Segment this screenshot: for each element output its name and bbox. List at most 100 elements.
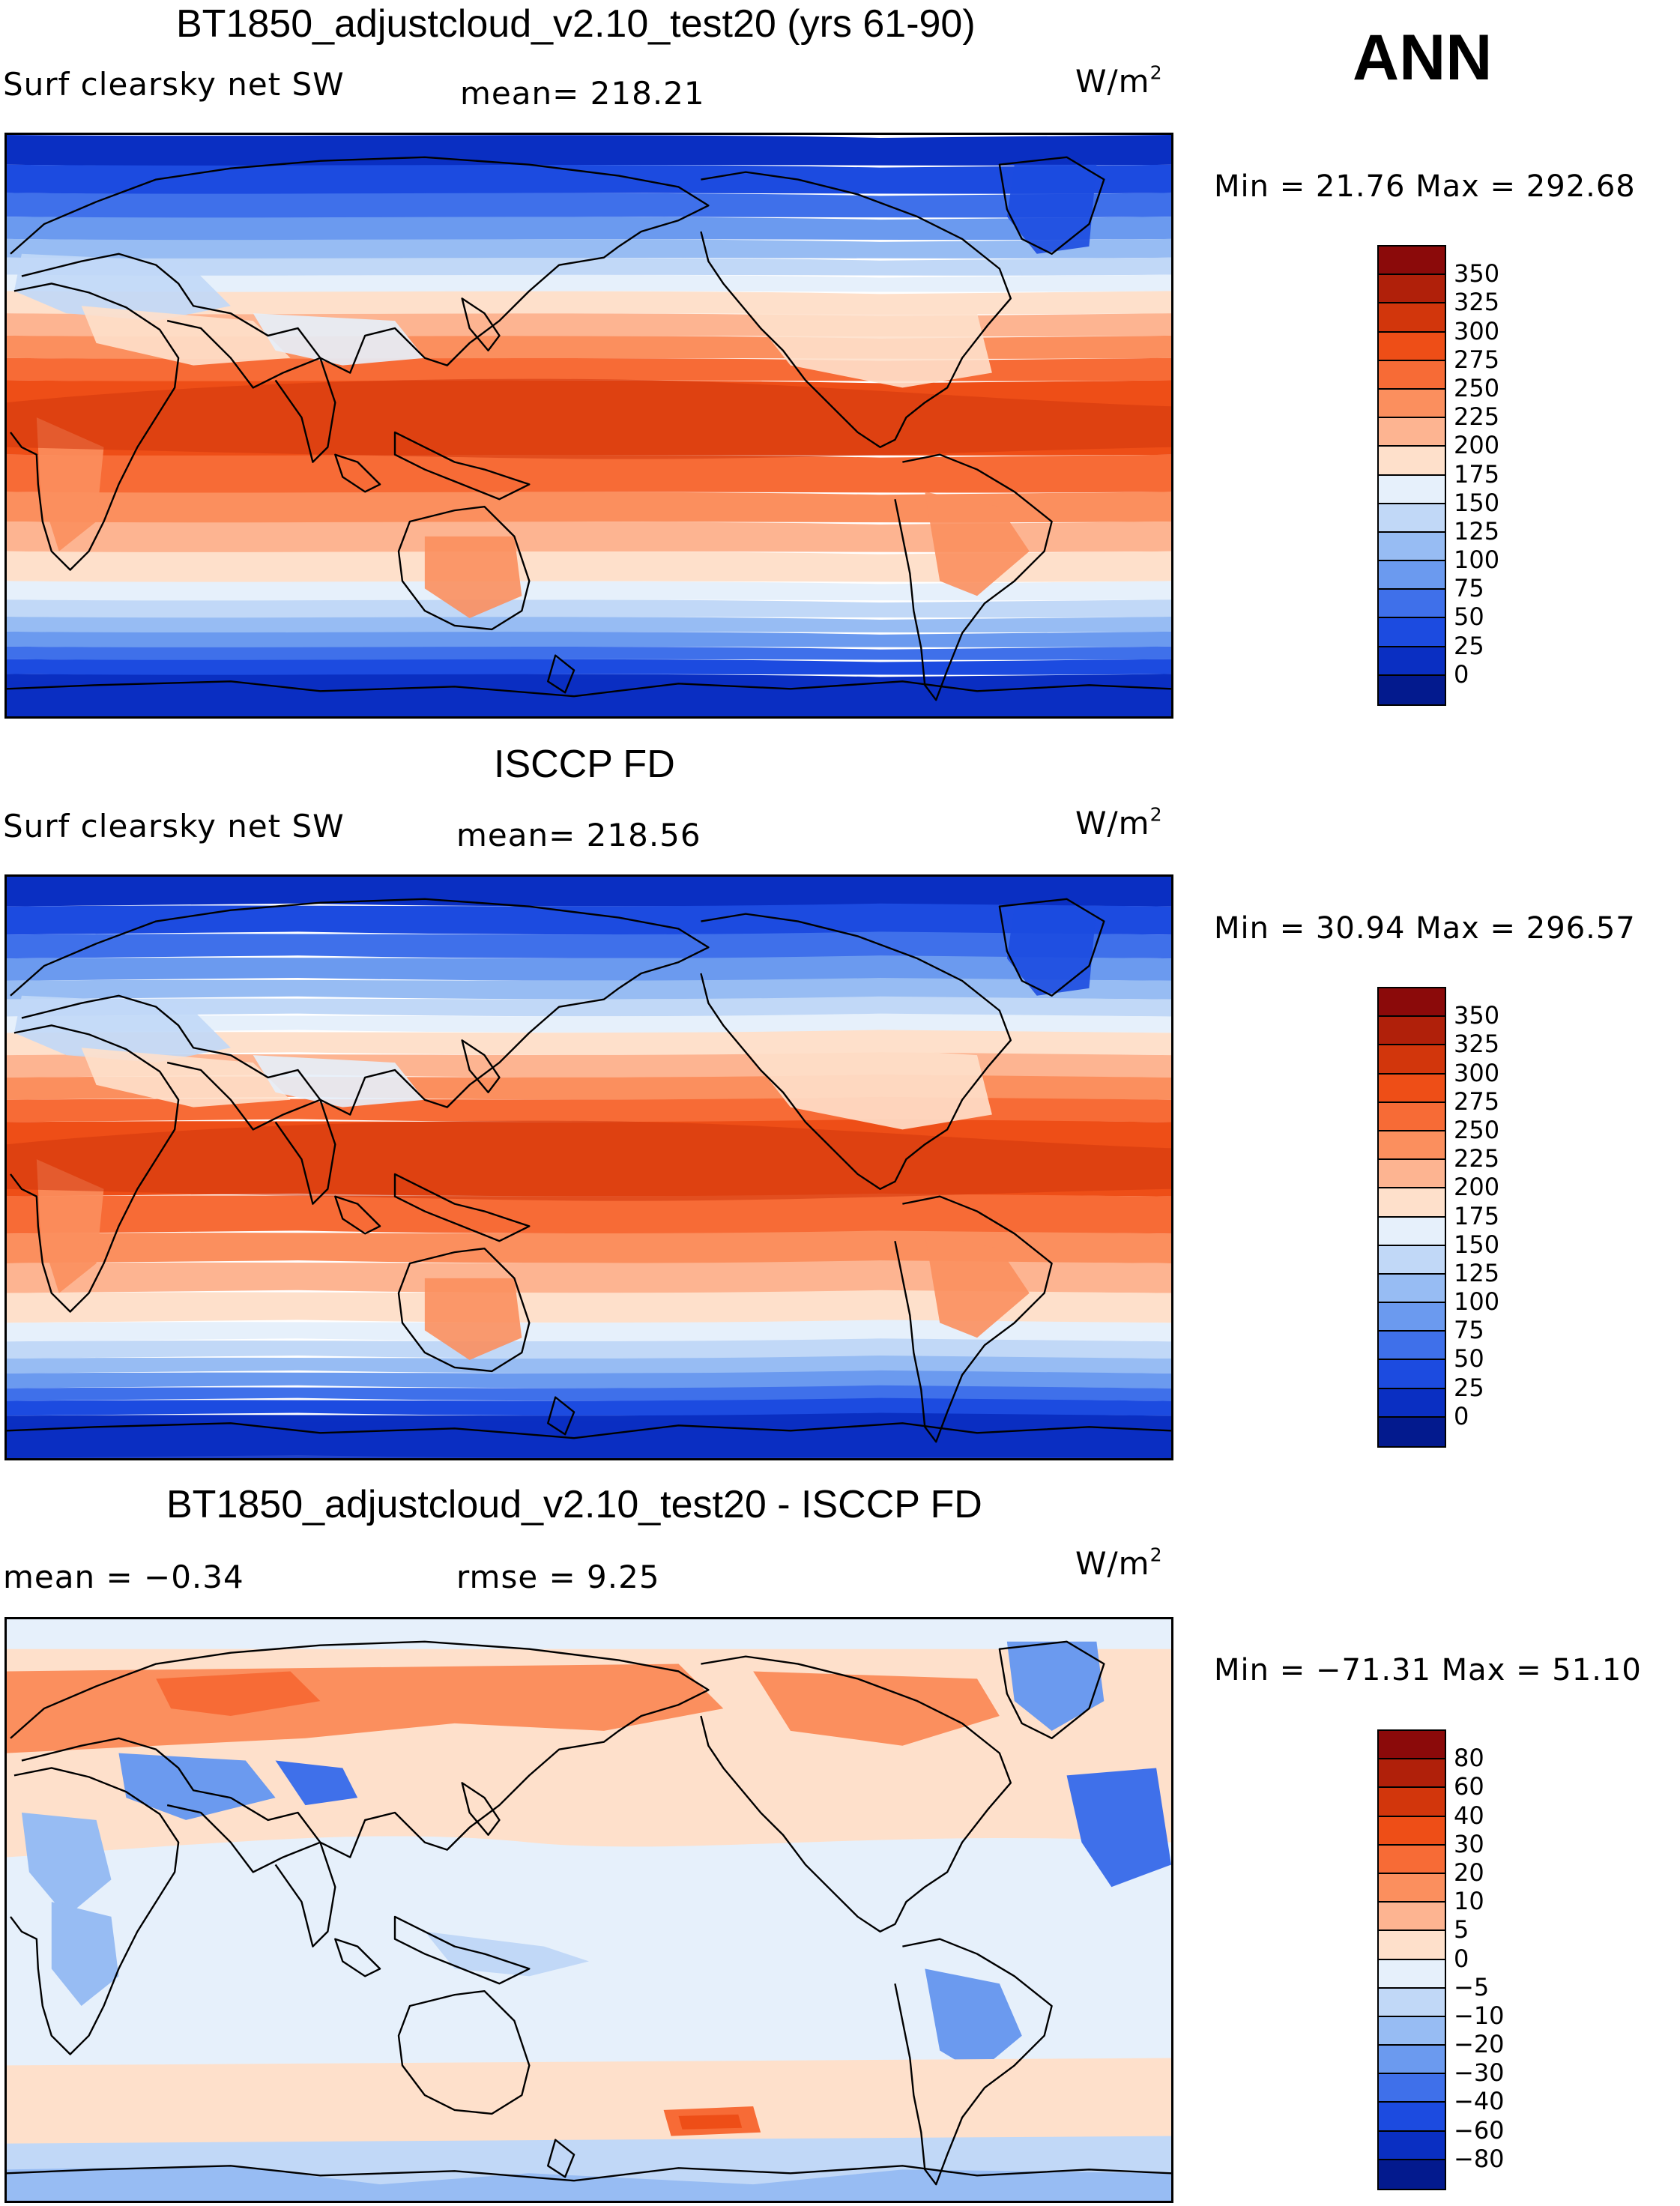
coastline (334, 1195, 381, 1235)
map-contour-band (7, 1397, 1171, 1416)
map-anomaly-patch (678, 2114, 743, 2130)
colorbar-swatch (1379, 1360, 1445, 1389)
colorbar-tick-label: 150 (1454, 1230, 1500, 1259)
coastline (10, 898, 710, 1116)
coastline (10, 282, 180, 571)
map-contour-band (7, 1338, 1171, 1359)
colorbar-swatch (1379, 647, 1445, 676)
map-anomaly-patch (275, 1760, 358, 1806)
colorbar-tick-label: −10 (1454, 2001, 1505, 2030)
colorbar-tick-label: 0 (1454, 1944, 1469, 1973)
season-label: ANN (1353, 22, 1493, 94)
colorbar-swatch (1379, 1332, 1445, 1361)
panel-2-title: ISCCP FD (494, 743, 675, 786)
map-anomaly-patch (753, 1671, 1000, 1746)
map-contour-band (7, 1356, 1171, 1374)
coastline (334, 1938, 381, 1977)
map-land-patch (81, 1048, 291, 1107)
map-contour-band (7, 217, 1171, 242)
colorbar-swatch (1379, 1731, 1445, 1760)
colorbar-swatch (1379, 1816, 1445, 1846)
coastline (547, 1396, 575, 1436)
map-land-patch (424, 1278, 522, 1361)
colorbar-swatch (1379, 1759, 1445, 1789)
colorbar-swatch (1379, 2131, 1445, 2160)
colorbar-swatch (1379, 561, 1445, 590)
panel-2-map (4, 874, 1173, 1460)
colorbar-tick-label: 225 (1454, 402, 1500, 432)
coastline (166, 1061, 336, 1205)
colorbar-swatch (1379, 1903, 1445, 1932)
map-contour-band (7, 454, 1171, 495)
colorbar-swatch (1379, 1188, 1445, 1218)
colorbar-swatch (1379, 1873, 1445, 1903)
colorbar-tick-label: 325 (1454, 1030, 1500, 1059)
map-contour-band (7, 1030, 1171, 1056)
colorbar-tick-label: 250 (1454, 1115, 1500, 1144)
panel-2-minmax: Min = 30.94 Max = 296.57 (1214, 911, 1636, 946)
colorbar-swatch (1379, 1017, 1445, 1046)
map-contour-band (7, 631, 1171, 650)
colorbar-swatch (1379, 1845, 1445, 1874)
colorbar-swatch (1379, 247, 1445, 276)
colorbar-tick-label: 60 (1454, 1772, 1484, 1801)
colorbar-tick-label: −5 (1454, 1972, 1490, 2001)
coastline (393, 431, 531, 501)
panel-1-units: W/m2 (1075, 61, 1163, 100)
colorbar-tick-label: 325 (1454, 288, 1500, 317)
map-land-patch (81, 306, 291, 366)
coastline (393, 1173, 531, 1242)
map-anomaly-patch (51, 1902, 119, 2007)
panel-1-minmax: Min = 21.76 Max = 292.68 (1214, 169, 1636, 204)
map-land-patch (925, 492, 1030, 596)
map-contour-band (7, 1290, 1171, 1323)
coastline (700, 171, 1012, 448)
colorbar-tick-label: 50 (1454, 1344, 1484, 1374)
map-land-patch (7, 677, 1171, 716)
map-contour-band (7, 1120, 1171, 1201)
map-contour-band (7, 1230, 1171, 1264)
colorbar-tick-label: 125 (1454, 516, 1500, 546)
colorbar-tick-label: 100 (1454, 546, 1500, 575)
colorbar-swatch (1379, 1045, 1445, 1075)
colorbar-tick-label: 80 (1454, 1744, 1484, 1773)
colorbar-tick-label: 0 (1454, 659, 1469, 689)
colorbar-tick-label: 350 (1454, 1001, 1500, 1030)
coastline (547, 654, 575, 694)
colorbar-tick-label: −40 (1454, 2087, 1505, 2116)
colorbar-tick-label: 350 (1454, 259, 1500, 288)
colorbar-swatch (1379, 418, 1445, 447)
map-land-patch (253, 1055, 425, 1107)
colorbar-swatch (1379, 1217, 1445, 1246)
colorbar-tick-label: 20 (1454, 1858, 1484, 1887)
coastline (700, 1655, 1012, 1932)
colorbar-swatch (1379, 1959, 1445, 1989)
map-land-patch (738, 1040, 992, 1130)
colorbar-swatch (1379, 303, 1445, 333)
coastline (998, 156, 1105, 255)
map-contour-band (7, 931, 1171, 959)
panel-1-mean-label: mean= 218.21 (460, 75, 705, 112)
colorbar-tick-label: 75 (1454, 574, 1484, 603)
coastline (461, 1039, 501, 1093)
colorbar-swatch (1379, 1417, 1445, 1446)
map-contour-band (7, 1320, 1171, 1342)
map-anomaly-patch (7, 2166, 1171, 2201)
map-land-patch (7, 1419, 1171, 1458)
colorbar-swatch (1379, 2160, 1445, 2189)
map-contour-band (7, 193, 1171, 220)
coastline (894, 453, 1053, 701)
panel-1-title: BT1850_adjustcloud_v2.10_test20 (yrs 61-… (176, 2, 976, 46)
map-contour-band (7, 977, 1171, 1000)
panel-1-variable-label: Surf clearsky net SW (3, 66, 345, 103)
map-land-patch (424, 536, 522, 619)
map-contour-band (7, 164, 1171, 196)
colorbar-swatch (1379, 332, 1445, 361)
colorbar-tick-label: 50 (1454, 602, 1484, 632)
map-contour-band (7, 1385, 1171, 1401)
colorbar-tick-label: 300 (1454, 316, 1500, 345)
coastline (10, 156, 710, 374)
colorbar-tick-label: 75 (1454, 1316, 1484, 1345)
panel-2-mean-label: mean= 218.56 (456, 817, 701, 853)
map-contour-band (7, 492, 1171, 525)
